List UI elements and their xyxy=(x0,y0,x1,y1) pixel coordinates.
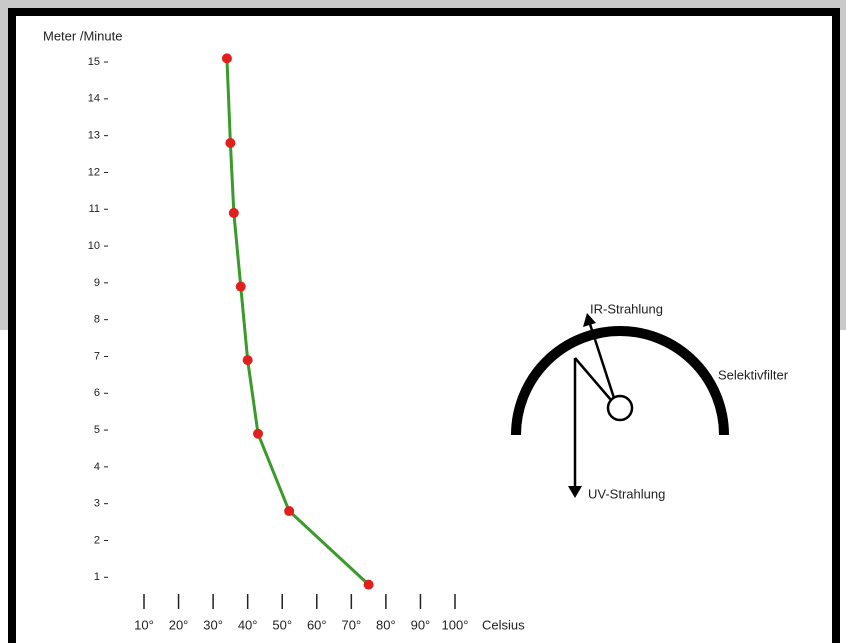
arrow-head xyxy=(568,486,582,498)
y-tick-label: 10 xyxy=(88,240,100,252)
x-tick-label: 40° xyxy=(238,617,258,632)
x-tick-label: 90° xyxy=(411,617,431,632)
y-tick-label: 3 xyxy=(94,498,100,510)
annotation: Selektivfilter xyxy=(718,367,789,382)
point xyxy=(253,428,264,439)
y-tick-label: 11 xyxy=(89,203,100,215)
point xyxy=(242,355,253,366)
point xyxy=(221,53,232,64)
light-source xyxy=(606,394,634,422)
filter-arc xyxy=(511,326,729,436)
x-tick-label: 100° xyxy=(442,617,469,632)
y-tick-label: 6 xyxy=(94,387,100,399)
point xyxy=(225,138,236,149)
y-tick-label: 12 xyxy=(88,166,100,178)
y-tick-label: 8 xyxy=(94,314,100,326)
x-tick-label: 30° xyxy=(203,617,223,632)
y-tick-label: 2 xyxy=(94,534,100,546)
y-axis-label: Meter /Minute xyxy=(43,28,122,43)
annotation: IR-Strahlung xyxy=(590,301,663,316)
x-tick-label: 10° xyxy=(134,617,154,632)
x-tick-label: 20° xyxy=(169,617,189,632)
arrow-head xyxy=(583,313,596,327)
y-tick-label: 9 xyxy=(94,277,100,289)
line xyxy=(225,58,370,586)
annotation: UV-Strahlung xyxy=(588,486,665,501)
point xyxy=(228,207,239,218)
y-tick-label: 14 xyxy=(88,93,100,105)
point xyxy=(284,506,295,517)
x-tick-label: 80° xyxy=(376,617,396,632)
y-tick-label: 7 xyxy=(94,350,100,362)
ray xyxy=(574,357,612,401)
x-tick-label: 70° xyxy=(341,617,361,632)
y-tick-label: 13 xyxy=(88,130,100,142)
y-tick-label: 15 xyxy=(88,56,100,68)
filter-diagram: IR-Strahlung UV-Strahlung Selektivfilter xyxy=(511,301,789,501)
frame xyxy=(8,8,840,643)
y-tick-label: 1 xyxy=(94,571,100,583)
y-tick-label: 4 xyxy=(94,461,100,473)
x-tick-label: 60° xyxy=(307,617,327,632)
point xyxy=(235,281,246,292)
ir-ray xyxy=(588,323,616,399)
point xyxy=(363,579,374,590)
x-axis-label: Celsius xyxy=(482,617,525,632)
x-tick-label: 50° xyxy=(272,617,292,632)
y-tick-label: 5 xyxy=(94,424,100,436)
